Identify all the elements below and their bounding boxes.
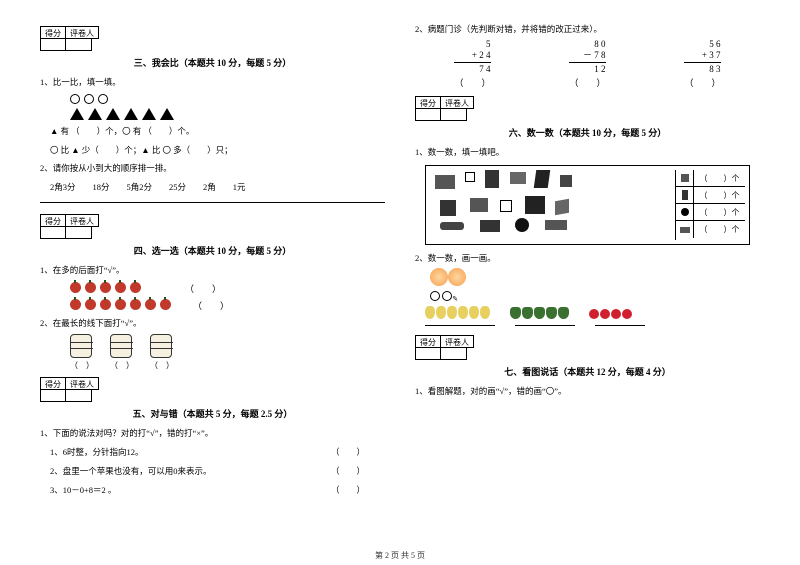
section-7-title: 七、看图说话（本题共 12 分，每题 4 分） [415,365,760,378]
right-column: 2、病题门诊（先判断对错，并将错的改正过来）。 5 + 2 4 7 4 （ ） … [415,20,760,499]
pears [425,306,490,319]
grader-blank [66,38,92,51]
math-3: 5 6 + 3 7 8 3 （ ） [684,39,720,90]
score-box-6: 得分 评卷人 [415,90,760,124]
fruit-lines [425,325,750,326]
section-4-title: 四、选一选（本题共 10 分，每题 5 分） [40,244,385,257]
r-q2: 2、病题门诊（先判断对错，并将错的改正过来）。 [415,23,760,36]
section-5-title: 五、对与错（本题共 5 分，每题 2.5 分） [40,407,385,420]
score-box-3: 得分 评卷人 [40,20,385,54]
q5-1-s3: 3、10－0+8＝2 。（ ） [40,484,385,497]
q3-1-line2: 〇 比 ▲ 少（ ）个；▲ 比 〇 多（ ）只； [40,144,385,157]
paren-1: （ ） [185,282,221,295]
q3-2-values: 2角3分 18分 5角2分 25分 2角 1元 [40,181,385,194]
page-footer: 第 2 页 共 5 页 [0,550,800,561]
section-6-title: 六、数一数（本题共 10 分，每题 5 分） [415,126,760,139]
q4-2: 2、在最长的线下面打“√”。 [40,317,385,330]
math-problems: 5 + 2 4 7 4 （ ） 8 0 － 7 8 1 2 （ ） 5 6 + … [415,39,760,90]
score-blank [40,38,66,51]
score-box-4: 得分 评卷人 [40,208,385,242]
answer-line-1 [40,202,385,203]
section-3-title: 三、我会比（本题共 10 分，每题 5 分） [40,56,385,69]
barrel-parens: （ ）（ ）（ ） [40,360,385,371]
fruit-groups [425,306,750,319]
left-column: 得分 评卷人 三、我会比（本题共 10 分，每题 5 分） 1、比一比，填一填。… [40,20,385,499]
q4-1: 1、在多的后面打“√”。 [40,264,385,277]
circles-row [40,94,385,104]
score-box-7: 得分 评卷人 [415,329,760,363]
q5-1-s1: 1、6时整，分针指向12。（ ） [40,446,385,459]
math-2: 8 0 － 7 8 1 2 （ ） [569,39,605,90]
peaches [415,268,760,288]
q6-1: 1、数一数，填一填吧。 [415,146,760,159]
q5-1: 1、下面的说法对吗？对的打“√”，错的打“×”。 [40,427,385,440]
score-box-5: 得分 评卷人 [40,371,385,405]
peach-outlines: ✎ [415,291,760,303]
shapes-diagram: （ ）个 （ ）个 （ ）个 （ ）个 [425,165,750,245]
paren-2: （ ） [193,299,229,312]
q3-2: 2、请你按从小到大的顺序排一排。 [40,162,385,175]
q5-1-s2: 2、盘里一个苹果也没有，可以用0来表示。（ ） [40,465,385,478]
flowers [589,309,632,319]
barrels-row [40,334,385,358]
apples-row-1: （ ） [40,282,385,295]
q3-1: 1、比一比，填一填。 [40,76,385,89]
apples-row-2: （ ） [40,299,385,312]
q6-2: 2、数一数，画一画。 [415,252,760,265]
q3-1-line1: ▲ 有 （ ）个，〇 有 （ ）个。 [40,125,385,138]
q7-1: 1、看图解题，对的画“√”，错的画“〇”。 [415,385,760,398]
peppers [510,307,569,319]
math-1: 5 + 2 4 7 4 （ ） [454,39,490,90]
triangles-row [40,108,385,120]
